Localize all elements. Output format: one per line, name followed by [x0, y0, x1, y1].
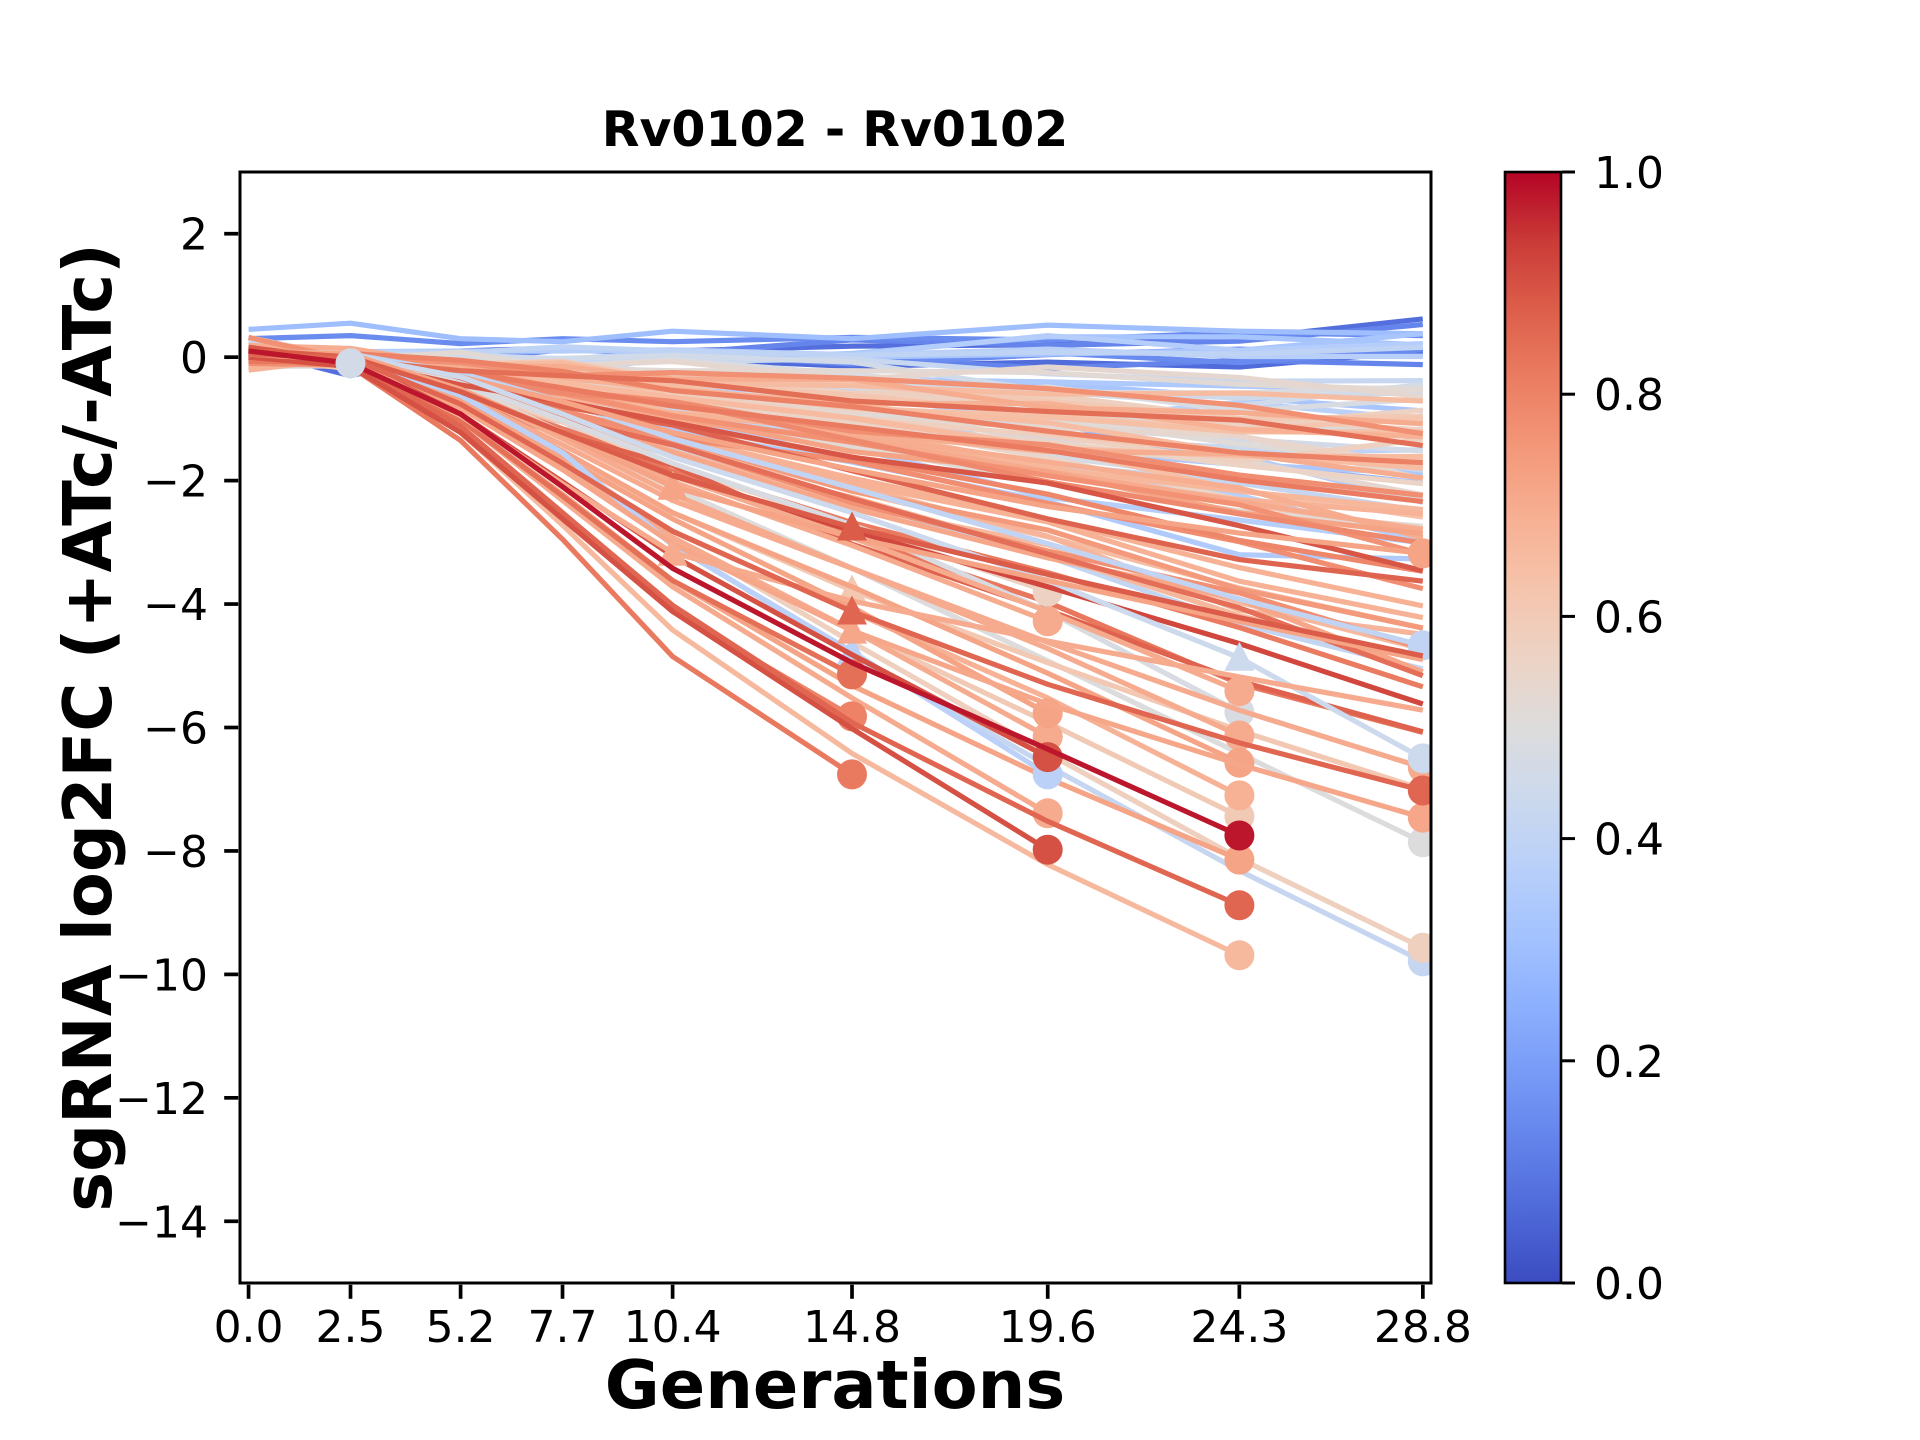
series — [248, 350, 1423, 466]
point-marker-triangle — [837, 614, 867, 644]
colorbar-gradient-rect — [1505, 172, 1561, 1283]
series — [248, 320, 1423, 345]
colorbar-tick-label: 0.0 — [1594, 1259, 1664, 1310]
point-marker-circle — [837, 759, 867, 790]
colorbar-tick-label: 1.0 — [1594, 148, 1664, 199]
x-tick-label: 5.2 — [426, 1302, 496, 1353]
y-tick-label: −2 — [143, 457, 208, 508]
y-axis: 2 0 −2 −4 −6 −8 −10 −12 −14 — [115, 210, 239, 1248]
x-tick-label: 19.6 — [999, 1302, 1097, 1353]
y-tick-label: −12 — [115, 1074, 208, 1125]
y-tick-label: 0 — [180, 333, 208, 384]
point-marker-triangle — [657, 470, 688, 500]
colorbar-tick-label: 0.8 — [1594, 370, 1664, 421]
series — [248, 348, 1431, 774]
point-marker-circle — [1224, 844, 1255, 875]
x-axis: 0.0 2.5 5.2 7.7 10.4 14.8 19.6 24.3 28.8 — [214, 1284, 1472, 1353]
y-tick-label: −4 — [143, 580, 208, 631]
x-tick-label: 14.8 — [803, 1302, 901, 1353]
y-tick-label: −10 — [115, 950, 208, 1001]
series — [248, 348, 1255, 851]
point-marker-triangle — [1224, 641, 1255, 671]
series-line — [248, 320, 1423, 345]
series-line — [248, 351, 1424, 794]
point-marker-triangle — [657, 536, 688, 566]
top-marker-layer — [335, 348, 366, 379]
series-line — [248, 348, 1425, 761]
series-layer — [247, 316, 1431, 977]
point-marker-circle — [1407, 743, 1431, 774]
point-marker-circle — [1224, 676, 1255, 707]
y-tick-label: −8 — [143, 827, 208, 878]
point-marker-circle — [1224, 780, 1255, 811]
plot-frame — [238, 170, 1433, 1285]
point-marker-triangle — [837, 511, 867, 541]
colorbar-tick-label: 0.2 — [1594, 1037, 1664, 1088]
x-tick-label: 24.3 — [1190, 1302, 1288, 1353]
x-tick-label: 28.8 — [1374, 1302, 1472, 1353]
series — [248, 351, 1431, 806]
y-tick-label: −6 — [143, 704, 208, 755]
colorbar: 0.0 0.2 0.4 0.6 0.8 1.0 — [1503, 148, 1664, 1310]
point-marker-circle — [1032, 742, 1063, 773]
x-axis-label: Generations — [605, 1346, 1065, 1424]
point-marker-circle — [1224, 890, 1255, 921]
series-line — [248, 347, 1424, 659]
point-marker-circle — [1407, 932, 1431, 963]
point-marker-circle — [1407, 802, 1431, 833]
point-marker-circle — [1407, 775, 1431, 806]
colorbar-frame — [1503, 170, 1563, 1285]
point-marker-triangle — [837, 595, 867, 625]
series — [248, 347, 1424, 659]
x-tick-label: 2.5 — [316, 1302, 386, 1353]
series — [248, 348, 1424, 663]
series-line — [248, 350, 1423, 466]
x-tick-label: 10.4 — [624, 1302, 722, 1353]
colorbar-tick-label: 0.6 — [1594, 592, 1664, 643]
point-marker-circle — [1224, 940, 1255, 971]
x-tick-label: 7.7 — [528, 1302, 598, 1353]
chart-title: Rv0102 - Rv0102 — [602, 101, 1069, 158]
point-marker-circle — [1407, 538, 1431, 569]
y-tick-label: −14 — [115, 1197, 208, 1248]
point-marker-circle — [1032, 834, 1063, 865]
colorbar-tick-label: 0.4 — [1594, 815, 1664, 866]
point-marker-circle — [1407, 827, 1431, 858]
x-tick-label: 0.0 — [214, 1302, 284, 1353]
point-marker-circle — [335, 348, 366, 379]
point-marker-circle — [1032, 798, 1063, 829]
point-marker-circle — [1224, 820, 1255, 851]
y-axis-label: sgRNA log2FC (+ATc/-ATc) — [49, 243, 127, 1212]
y-tick-label: 2 — [180, 210, 208, 261]
series-line — [248, 348, 1241, 838]
